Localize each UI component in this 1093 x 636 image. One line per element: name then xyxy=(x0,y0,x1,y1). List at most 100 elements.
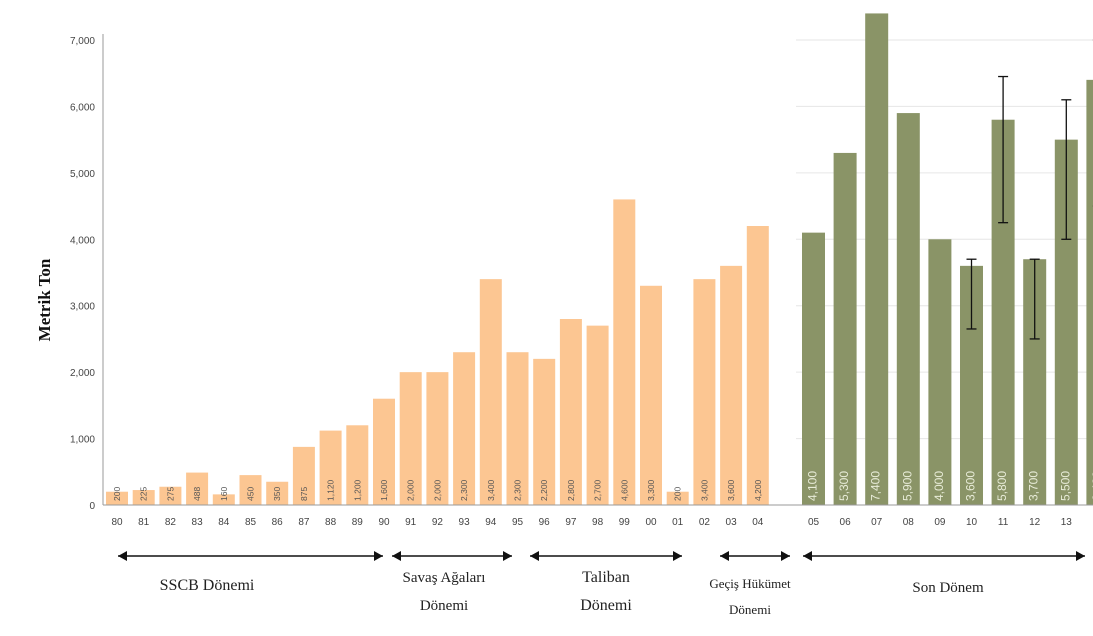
bar-value-label: 4,100 xyxy=(806,471,820,501)
bar-value-label: 488 xyxy=(192,487,202,501)
bar xyxy=(212,494,235,505)
x-tick-label: 05 xyxy=(808,517,820,528)
y-tick-label: 2,000 xyxy=(70,368,95,379)
x-tick-label: 92 xyxy=(432,517,444,528)
period-arrow-head-right xyxy=(503,551,512,561)
bar xyxy=(453,352,476,505)
x-tick-label: 04 xyxy=(752,517,764,528)
x-tick-label: 00 xyxy=(645,517,657,528)
bar xyxy=(426,372,449,505)
bar-value-label: 2,000 xyxy=(406,479,416,501)
bar xyxy=(666,491,689,505)
period-arrow-head-left xyxy=(392,551,401,561)
bar-value-label: 5,500 xyxy=(1058,471,1072,501)
bar-value-label: 5,800 xyxy=(995,471,1009,501)
bar-value-label: 225 xyxy=(139,487,149,501)
bar xyxy=(720,265,743,505)
x-tick-label: 09 xyxy=(934,517,946,528)
bar xyxy=(746,226,769,505)
period-arrow-head-left xyxy=(118,551,127,561)
bar-value-label: 3,600 xyxy=(964,471,978,501)
bar xyxy=(292,446,315,505)
bar-value-label: 450 xyxy=(246,487,256,501)
period-label: Savaş Ağaları Dönemi xyxy=(403,570,486,614)
x-tick-label: 06 xyxy=(840,517,852,528)
period-arrow-head-left xyxy=(803,551,812,561)
bar xyxy=(613,199,636,505)
bar xyxy=(479,279,502,505)
x-tick-label: 01 xyxy=(672,517,684,528)
bar xyxy=(373,398,395,505)
period-arrow-head-left xyxy=(720,551,729,561)
x-tick-label: 99 xyxy=(619,517,631,528)
x-tick-label: 82 xyxy=(165,517,177,528)
bar xyxy=(865,13,889,506)
bar-value-label: 350 xyxy=(272,487,282,501)
y-tick-label: 6,000 xyxy=(70,102,95,113)
bar-value-label: 2,000 xyxy=(432,479,442,501)
bar-value-label: 200 xyxy=(112,487,122,501)
y-tick-label: 3,000 xyxy=(70,302,95,313)
bar xyxy=(928,239,952,506)
bar-value-label: 275 xyxy=(165,487,175,501)
bar xyxy=(640,285,662,505)
bar-value-label: 1,120 xyxy=(326,479,336,501)
x-tick-label: 10 xyxy=(966,517,978,528)
bar-value-label: 6,400 xyxy=(1090,471,1093,501)
bar xyxy=(506,352,529,505)
bar-value-label: 2,200 xyxy=(539,479,549,501)
bar-value-label: 7,400 xyxy=(869,471,883,501)
bar xyxy=(1086,79,1093,505)
x-tick-label: 98 xyxy=(592,517,604,528)
x-tick-label: 84 xyxy=(218,517,230,528)
bar-value-label: 5,300 xyxy=(837,471,851,501)
bar xyxy=(106,491,128,505)
period-arrow-head-left xyxy=(530,551,539,561)
x-tick-label: 94 xyxy=(485,517,497,528)
x-tick-label: 11 xyxy=(998,517,1009,528)
x-tick-label: 91 xyxy=(405,517,417,528)
bar-value-label: 4,200 xyxy=(753,479,763,501)
bar xyxy=(266,481,289,505)
period-label: Son Dönem xyxy=(912,580,984,596)
bar-value-label: 2,300 xyxy=(513,479,523,501)
x-tick-label: 87 xyxy=(298,517,310,528)
x-tick-label: 13 xyxy=(1061,517,1073,528)
period-arrow-head-right xyxy=(1076,551,1085,561)
period-arrow-head-right xyxy=(673,551,682,561)
bar-value-label: 875 xyxy=(299,487,309,501)
bar xyxy=(1023,259,1047,505)
y-tick-label: 0 xyxy=(89,501,95,512)
x-tick-label: 08 xyxy=(903,517,915,528)
period-arrow-head-right xyxy=(781,551,790,561)
x-tick-label: 90 xyxy=(378,517,390,528)
period-label: Geçiş Hükümet Dönemi xyxy=(709,576,791,617)
bar xyxy=(346,425,369,505)
y-tick-label: 4,000 xyxy=(70,235,95,246)
bar xyxy=(833,152,857,505)
bar-value-label: 5,900 xyxy=(900,471,914,501)
bar-value-label: 200 xyxy=(673,487,683,501)
bar xyxy=(586,325,609,505)
x-tick-label: 89 xyxy=(352,517,364,528)
bar xyxy=(399,372,422,505)
y-tick-label: 7,000 xyxy=(70,36,95,47)
x-tick-label: 96 xyxy=(539,517,551,528)
bar-value-label: 1,200 xyxy=(352,479,362,501)
bar xyxy=(132,490,155,505)
period-arrow-head-right xyxy=(374,551,383,561)
bar-value-label: 3,400 xyxy=(486,479,496,501)
bar xyxy=(319,430,342,505)
bar-value-label: 3,700 xyxy=(1027,471,1041,501)
bar-value-label: 2,700 xyxy=(593,479,603,501)
x-tick-label: 86 xyxy=(272,517,284,528)
bar-value-label: 1,600 xyxy=(379,479,389,501)
bar xyxy=(239,475,262,505)
bar xyxy=(159,486,182,505)
bar-value-label: 3,400 xyxy=(699,479,709,501)
x-tick-label: 02 xyxy=(699,517,711,528)
x-tick-label: 97 xyxy=(565,517,577,528)
x-tick-label: 85 xyxy=(245,517,257,528)
bar-value-label: 4,600 xyxy=(619,479,629,501)
